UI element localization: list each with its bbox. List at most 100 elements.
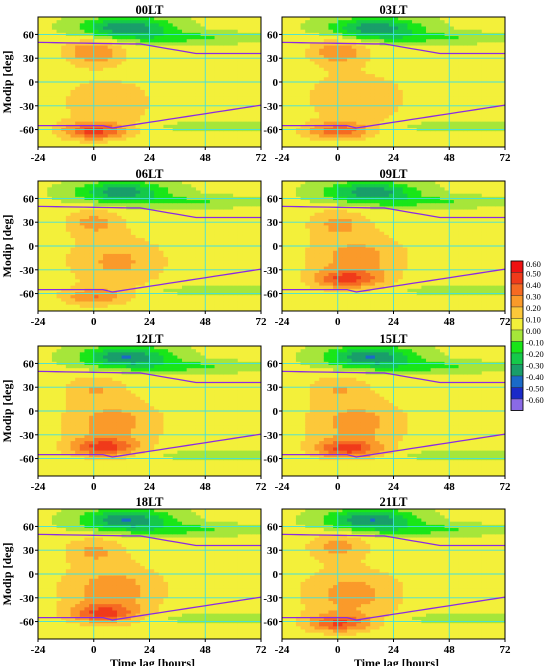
heat-cell bbox=[172, 58, 178, 62]
heat-cell bbox=[177, 102, 183, 107]
heat-cell bbox=[282, 112, 288, 116]
heat-cell bbox=[491, 105, 497, 110]
heat-cell bbox=[47, 137, 53, 142]
heat-cell bbox=[70, 55, 76, 59]
heat-cell bbox=[223, 20, 230, 24]
heat-cell bbox=[38, 42, 44, 47]
heat-cell bbox=[47, 247, 53, 252]
heat-cell bbox=[98, 67, 104, 72]
heat-cell bbox=[116, 272, 123, 277]
heat-cell bbox=[453, 61, 460, 66]
heat-cell bbox=[186, 20, 192, 24]
heat-cell bbox=[61, 234, 67, 239]
heat-cell bbox=[412, 20, 418, 24]
heat-cell bbox=[38, 241, 44, 246]
heat-cell bbox=[449, 131, 455, 135]
heat-cell bbox=[223, 70, 230, 75]
heat-cell bbox=[51, 58, 58, 62]
heat-cell bbox=[112, 124, 118, 129]
heat-cell bbox=[309, 108, 316, 113]
heat-cell bbox=[237, 39, 244, 43]
heat-cell bbox=[135, 272, 141, 277]
heat-cell bbox=[140, 187, 146, 192]
heat-cell bbox=[407, 96, 413, 101]
heat-cell bbox=[103, 276, 109, 280]
heat-cell bbox=[93, 181, 99, 185]
heat-cell bbox=[140, 307, 146, 311]
y-axis-label: Modip [deg] bbox=[0, 50, 14, 113]
heat-cell bbox=[412, 77, 418, 82]
heat-cell bbox=[500, 83, 505, 88]
heat-cell bbox=[112, 272, 118, 277]
heat-cell bbox=[135, 212, 141, 217]
heat-cell bbox=[103, 137, 109, 142]
heat-cell bbox=[56, 83, 62, 88]
heat-cell bbox=[393, 108, 399, 113]
heat-cell bbox=[323, 83, 330, 88]
heat-cell bbox=[98, 112, 104, 116]
heat-cell bbox=[47, 285, 53, 290]
heat-cell bbox=[242, 115, 248, 120]
heat-cell bbox=[402, 48, 409, 53]
heat-cell bbox=[47, 206, 53, 211]
heat-cell bbox=[84, 301, 90, 306]
heat-cell bbox=[500, 112, 505, 116]
heat-cell bbox=[477, 121, 483, 126]
heat-cell bbox=[79, 257, 86, 261]
heat-cell bbox=[130, 23, 137, 28]
heat-cell bbox=[486, 64, 492, 69]
heat-cell bbox=[98, 143, 104, 147]
heat-cell bbox=[219, 124, 225, 129]
heat-cell bbox=[435, 42, 441, 47]
heat-cell bbox=[337, 20, 343, 24]
heat-cell bbox=[242, 131, 248, 135]
heat-cell bbox=[458, 70, 464, 75]
heat-cell bbox=[140, 253, 146, 258]
heat-cell bbox=[116, 298, 123, 303]
heat-cell bbox=[370, 99, 376, 104]
heat-cell bbox=[500, 61, 505, 66]
heat-cell bbox=[56, 190, 62, 195]
heat-cell bbox=[163, 115, 169, 120]
heat-cell bbox=[51, 193, 58, 198]
heat-cell bbox=[314, 55, 320, 59]
heat-cell bbox=[158, 124, 165, 129]
heat-cell bbox=[65, 143, 72, 147]
heat-cell bbox=[154, 86, 160, 91]
heat-cell bbox=[449, 140, 455, 145]
heat-cell bbox=[416, 55, 422, 59]
heat-cell bbox=[107, 181, 113, 185]
heat-cell bbox=[398, 77, 404, 82]
heat-cell bbox=[412, 55, 418, 59]
heat-cell bbox=[149, 58, 155, 62]
heat-cell bbox=[402, 20, 409, 24]
heat-cell bbox=[384, 70, 390, 75]
heat-cell bbox=[351, 115, 357, 120]
heat-cell bbox=[116, 187, 123, 192]
heat-cell bbox=[121, 118, 127, 123]
heat-cell bbox=[449, 70, 455, 75]
heat-cell bbox=[337, 77, 343, 82]
heat-cell bbox=[388, 89, 395, 94]
heat-cell bbox=[144, 257, 151, 261]
heat-cell bbox=[500, 121, 505, 126]
heat-cell bbox=[70, 272, 76, 277]
heat-cell bbox=[38, 279, 44, 284]
heat-cell bbox=[103, 115, 109, 120]
heat-cell bbox=[84, 184, 90, 188]
heat-cell bbox=[328, 23, 334, 28]
heat-cell bbox=[449, 20, 455, 24]
heat-cell bbox=[233, 137, 239, 142]
heat-cell bbox=[93, 234, 99, 239]
heat-cell bbox=[140, 304, 146, 309]
heat-cell bbox=[444, 39, 450, 43]
heat-cell bbox=[453, 58, 460, 62]
heat-cell bbox=[402, 99, 409, 104]
y-tick-label: -30 bbox=[19, 101, 34, 113]
heat-cell bbox=[140, 64, 146, 69]
heat-cell bbox=[98, 206, 104, 211]
heat-cell bbox=[374, 102, 381, 107]
heat-cell bbox=[158, 20, 165, 24]
heat-cell bbox=[256, 55, 261, 59]
heat-cell bbox=[42, 298, 48, 303]
